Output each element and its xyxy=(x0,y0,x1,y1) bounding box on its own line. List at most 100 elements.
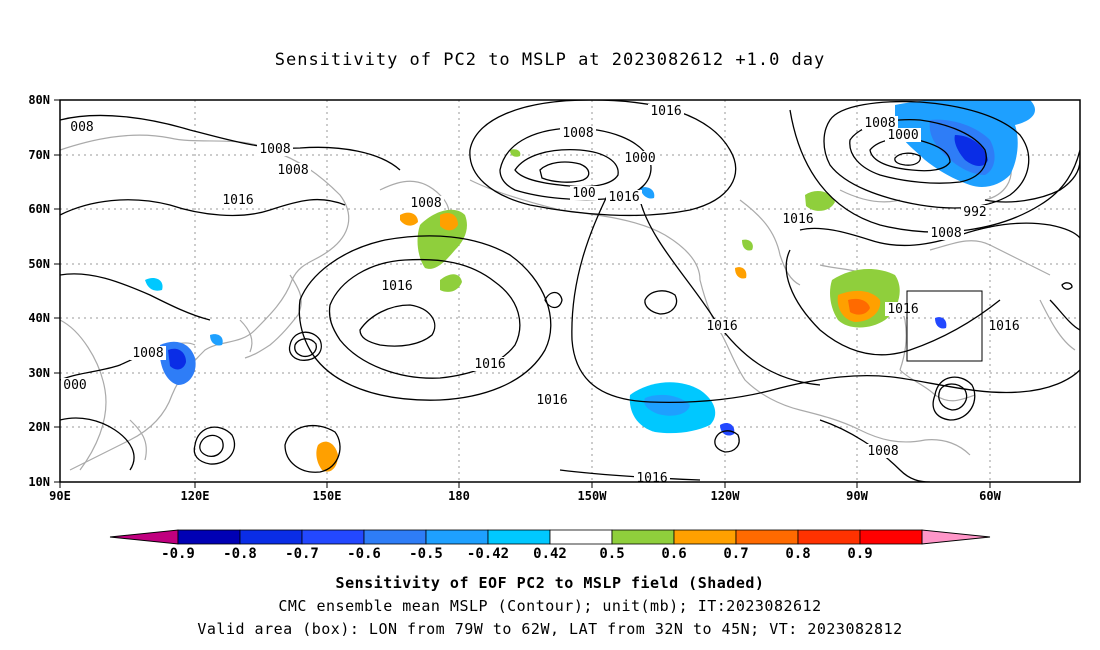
colorbar-max-triangle xyxy=(921,529,991,545)
colorbar-segment xyxy=(301,529,365,545)
lon-label: 120E xyxy=(181,489,210,503)
latitude-labels: 80N 70N 60N 50N 40N 30N 20N 10N xyxy=(28,93,50,489)
colorbar-tick-label: 0.8 xyxy=(785,546,810,562)
caption-line-2: CMC ensemble mean MSLP (Contour); unit(m… xyxy=(278,597,822,615)
lon-label: 180 xyxy=(448,489,470,503)
colorbar-labels: -0.9 -0.8 -0.7 -0.6 -0.5 -0.42 0.42 0.5 0.6 0.7 0.… xyxy=(161,546,873,562)
contour-label: 008 xyxy=(70,120,93,135)
coastlines xyxy=(60,109,1076,471)
colorbar-segment xyxy=(239,529,303,545)
contour-label-bg xyxy=(885,128,921,142)
contour-label: 1000 xyxy=(624,151,655,166)
contour-labels: 008 1008 1008 1016 1008 1016 1016 1016 1016 1008 0… xyxy=(61,104,1022,486)
colorbar-segment xyxy=(611,529,675,545)
colorbar-tick-label: -0.6 xyxy=(347,546,381,562)
colorbar-segment xyxy=(363,529,427,545)
contour-label-bg xyxy=(634,471,670,482)
contour-label-bg xyxy=(275,163,311,177)
contour-label: 1008 xyxy=(864,116,895,131)
colorbar-tick-label: 0.5 xyxy=(599,546,624,562)
contour-label-bg xyxy=(622,151,658,165)
lat-label: 80N xyxy=(28,93,50,107)
axis-ticks xyxy=(54,99,991,488)
contour-label-bg xyxy=(534,393,570,407)
contour-label-bg xyxy=(961,205,989,219)
contour-label-bg xyxy=(379,279,415,293)
contour-label: 1000 xyxy=(887,128,918,143)
lat-label: 10N xyxy=(28,475,50,489)
contour-label-bg xyxy=(560,126,596,140)
colorbar-tick-label: -0.5 xyxy=(409,546,443,562)
contour-label: 1008 xyxy=(410,196,441,211)
colorbar-segment xyxy=(797,529,861,545)
lon-label: 60W xyxy=(979,489,1001,503)
contour-label: 1008 xyxy=(259,142,290,157)
colorbar-segment xyxy=(487,529,551,545)
contour-label: 1016 xyxy=(381,279,412,294)
contour-label: 1016 xyxy=(650,104,681,119)
colorbar-tick-label: -0.9 xyxy=(161,546,195,562)
colorbar xyxy=(109,529,991,545)
contour-label-bg xyxy=(257,142,293,156)
contour-label-bg xyxy=(780,212,816,226)
lon-label: 90W xyxy=(846,489,868,503)
contour-label: 1016 xyxy=(222,193,253,208)
contour-label: 1008 xyxy=(930,226,961,241)
valid-area-box xyxy=(906,290,983,362)
lon-label: 150E xyxy=(313,489,342,503)
colorbar-segment xyxy=(177,529,241,545)
contour-label-bg xyxy=(570,186,598,200)
contour-label: 1016 xyxy=(887,302,918,317)
lon-label: 90E xyxy=(49,489,71,503)
contour-label: 100 xyxy=(572,186,595,201)
lat-label: 50N xyxy=(28,257,50,271)
colorbar-tick-label: 0.7 xyxy=(723,546,748,562)
contour-label: 1008 xyxy=(562,126,593,141)
contour-label-bg xyxy=(61,378,89,392)
contour-label: 1016 xyxy=(536,393,567,408)
contour-label-bg xyxy=(885,302,921,316)
contour-label: 1016 xyxy=(474,357,505,372)
lat-label: 60N xyxy=(28,202,50,216)
contour-label: 1008 xyxy=(277,163,308,178)
colorbar-tick-label: -0.7 xyxy=(285,546,319,562)
contour-label-bg xyxy=(986,319,1022,333)
contour-label: 1016 xyxy=(706,319,737,334)
contour-label-bg xyxy=(408,196,444,210)
lat-label: 40N xyxy=(28,311,50,325)
colorbar-tick-label: -0.42 xyxy=(467,546,509,562)
colorbar-tick-label: 0.6 xyxy=(661,546,686,562)
contour-label-bg xyxy=(865,444,901,458)
contour-label-bg xyxy=(704,319,740,333)
lat-label: 30N xyxy=(28,366,50,380)
colorbar-min-triangle xyxy=(109,529,179,545)
contour-label-bg xyxy=(862,116,898,130)
contour-label-bg xyxy=(928,226,964,240)
contour-label: 1016 xyxy=(636,471,667,486)
contour-label: 1016 xyxy=(608,190,639,205)
colorbar-segment xyxy=(735,529,799,545)
colorbar-segment xyxy=(673,529,737,545)
map-gridlines xyxy=(60,100,1080,482)
contour-label: 992 xyxy=(963,205,986,220)
contour-label-bg xyxy=(68,120,96,134)
colorbar-segment xyxy=(859,529,923,545)
plot-frame xyxy=(59,99,1081,483)
contour-label: 1016 xyxy=(988,319,1019,334)
contour-label: 1016 xyxy=(782,212,813,227)
contour-label: 1008 xyxy=(132,346,163,361)
contour-label-bg xyxy=(606,190,642,204)
lon-label: 150W xyxy=(578,489,608,503)
contour-label: 000 xyxy=(63,378,86,393)
lat-label: 20N xyxy=(28,420,50,434)
colorbar-segment xyxy=(425,529,489,545)
contour-label-bg xyxy=(648,104,684,118)
colorbar-segment xyxy=(549,529,613,545)
lon-label: 120W xyxy=(711,489,741,503)
colorbar-tick-label: -0.8 xyxy=(223,546,257,562)
caption-line-1: Sensitivity of EOF PC2 to MSLP field (Sh… xyxy=(335,574,765,592)
contour-label-bg xyxy=(130,346,166,360)
caption-line-3: Valid area (box): LON from 79W to 62W, L… xyxy=(197,620,903,638)
contour-label: 1008 xyxy=(867,444,898,459)
contour-label-bg xyxy=(472,357,508,371)
